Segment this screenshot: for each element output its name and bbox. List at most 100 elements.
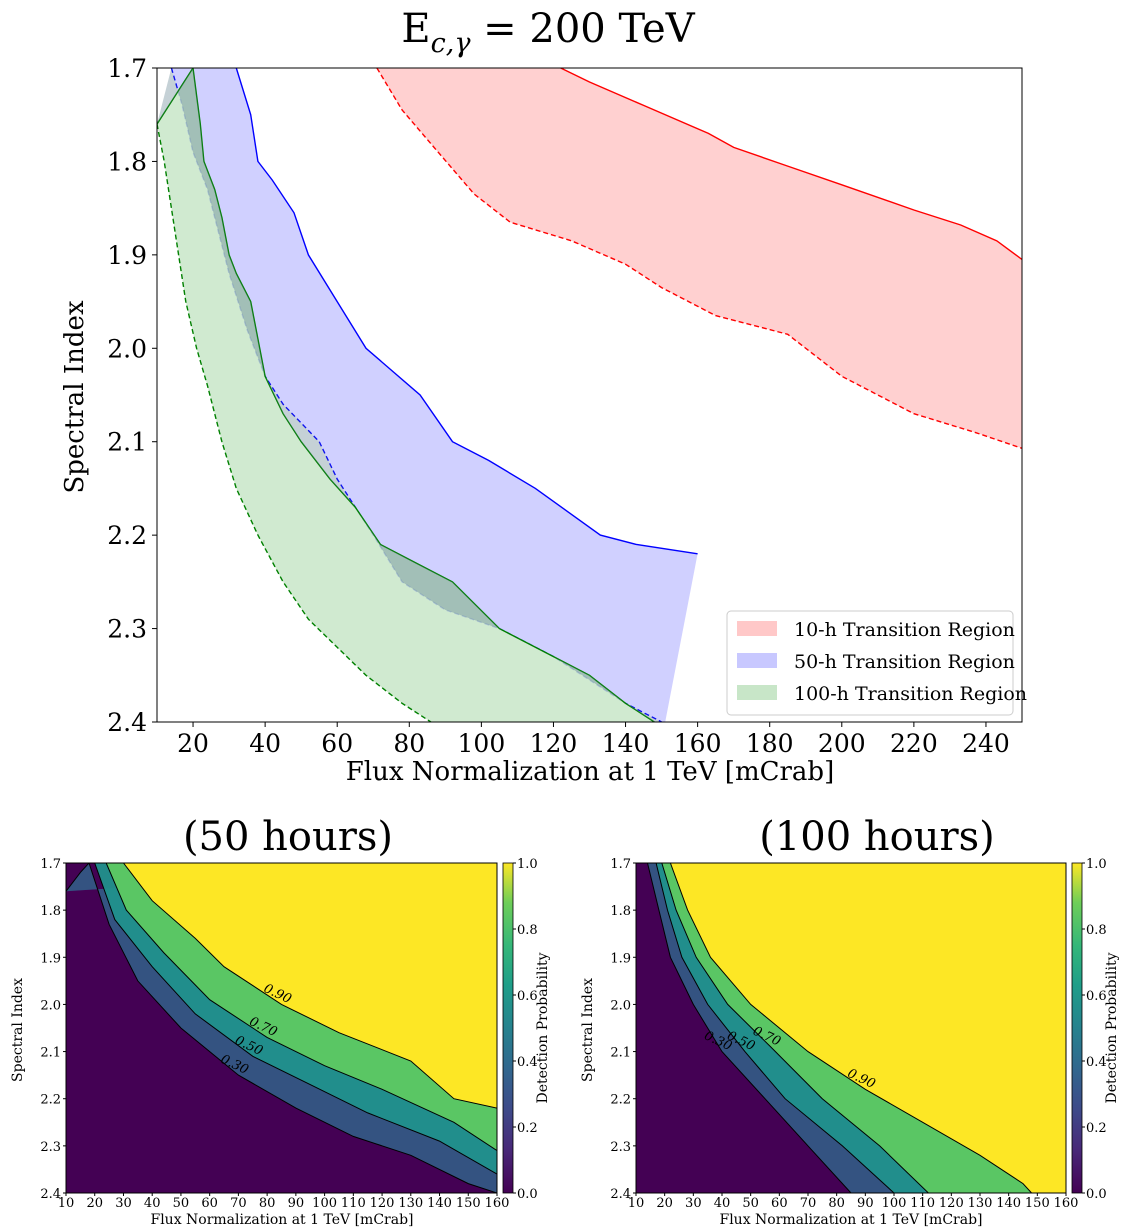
main-x-tick-label: 200 [818, 729, 866, 758]
heat-x-tick-label: 50 [173, 1196, 190, 1211]
contour-line-0.30 [66, 863, 497, 1193]
main-x-tick-label: 240 [962, 729, 1010, 758]
heat-x-tick-label: 40 [714, 1196, 731, 1211]
heat-x-tick-label: 60 [771, 1196, 788, 1211]
main-x-tick-label: 20 [177, 729, 209, 758]
heat-y-tick-label: 2.4 [40, 1187, 61, 1202]
colorbar-tick-label: 0.2 [517, 1121, 538, 1136]
heat-x-tick-label: 110 [910, 1196, 935, 1211]
heat-y-tick-label: 1.7 [40, 857, 61, 872]
main-plot: 20 40 60 80 100 120 140 160 180 200 220 240 1.7 1.8 1.… [107, 54, 1027, 758]
contour-line-0.90 [123, 863, 497, 1109]
main-x-tick-label: 40 [249, 729, 281, 758]
heat-y-tick-label: 1.8 [610, 904, 631, 919]
main-y-tick-label: 2.2 [107, 521, 147, 550]
heat-y-tick-label: 2.4 [610, 1187, 631, 1202]
heat-x-tick-label: 60 [201, 1196, 218, 1211]
heatmap-50h-x-axis-label: Flux Normalization at 1 TeV [mCrab] [150, 1212, 413, 1228]
heat-x-tick-label: 130 [398, 1196, 423, 1211]
heat-x-tick-label: 10 [628, 1196, 645, 1211]
main-x-tick-label: 140 [602, 729, 650, 758]
main-y-tick-label: 1.8 [107, 147, 147, 176]
colorbar-tick-label: 0.4 [517, 1055, 538, 1070]
heatmap-50h: 0.300.500.700.90 10 20 30 40 50 60 70 80 90 100 110… [40, 857, 537, 1211]
legend-entry-2: 50-h Transition Region [794, 651, 1015, 673]
colorbar-tick-label: 0.2 [1086, 1121, 1107, 1136]
heat-y-tick-label: 2.0 [610, 998, 631, 1013]
heatmap-100h-y-axis-label: Spectral Index [580, 978, 596, 1082]
colorbar-tick-label: 1.0 [517, 857, 538, 872]
heat-x-tick-label: 150 [456, 1196, 481, 1211]
heatmap-50h-title: (50 hours) [183, 814, 393, 860]
title-subscript: c,γ [431, 28, 472, 59]
legend-frame [726, 610, 1014, 716]
colorbar-tick-label: 1.0 [1086, 857, 1107, 872]
heat-x-tick-label: 80 [259, 1196, 276, 1211]
heat-x-tick-label: 30 [115, 1196, 132, 1211]
main-chart-title: Ec,γ = 200 TeV [401, 6, 695, 59]
heatmap-field: 0.300.500.700.90 [66, 863, 497, 1193]
main-x-tick-label: 220 [890, 729, 938, 758]
main-plot-frame [156, 67, 1023, 723]
heat-x-tick-label: 90 [857, 1196, 874, 1211]
region-fill-3 [157, 68, 655, 722]
title-rest: = 200 TeV [470, 6, 695, 52]
heat-x-tick-label: 130 [968, 1196, 993, 1211]
colorbar-tick-label: 0.0 [517, 1187, 538, 1202]
heat-band-5 [123, 863, 497, 1193]
heat-x-tick-label: 100 [882, 1196, 907, 1211]
colorbar-gradient [1071, 862, 1083, 1194]
main-y-tick-label: 2.0 [107, 334, 147, 363]
contour-line-0.50 [94, 863, 497, 1175]
colorbar-tick-label: 0.8 [1086, 923, 1107, 938]
heat-x-tick-label: 20 [656, 1196, 673, 1211]
heat-x-tick-label: 10 [58, 1196, 75, 1211]
heat-y-tick-label: 2.1 [40, 1046, 61, 1061]
main-x-axis-label: Flux Normalization at 1 TeV [mCrab] [346, 757, 834, 787]
region-lower-line-3 [157, 123, 432, 722]
heatmap-100h: 0.300.500.700.90 10 20 30 40 50 60 70 80 90 100 110… [610, 857, 1106, 1211]
heat-x-tick-label: 30 [685, 1196, 702, 1211]
heat-y-tick-label: 2.3 [610, 1140, 631, 1155]
heatmap-100h-colorbar-label: Detection Probability [1104, 952, 1120, 1103]
heat-band-5 [670, 863, 1066, 1193]
colorbar: 0.0 0.2 0.4 0.6 0.8 1.0 [1071, 857, 1107, 1202]
colorbar-tick-label: 0.6 [517, 989, 538, 1004]
colorbar-tick-label: 0.4 [1086, 1055, 1107, 1070]
heatmap-frame [65, 862, 498, 1194]
title-main: E [401, 6, 430, 52]
heatmap-field: 0.300.500.700.90 [636, 863, 1066, 1193]
heat-y-tick-label: 2.2 [40, 1093, 61, 1108]
main-x-tick-label: 100 [458, 729, 506, 758]
contour-line-0.90 [669, 863, 1032, 1193]
heatmap-50h-y-axis-label: Spectral Index [10, 978, 26, 1082]
heat-y-tick-label: 2.2 [610, 1093, 631, 1108]
heat-x-tick-label: 120 [370, 1196, 395, 1211]
main-y-tick-label: 2.1 [107, 428, 147, 457]
heat-y-tick-label: 2.1 [610, 1046, 631, 1061]
main-x-tick-label: 60 [321, 729, 353, 758]
heat-x-tick-label: 140 [427, 1196, 452, 1211]
region-fill-2 [171, 68, 698, 722]
heat-y-tick-label: 1.9 [40, 951, 61, 966]
heat-x-tick-label: 70 [230, 1196, 247, 1211]
heat-x-tick-label: 150 [1025, 1196, 1050, 1211]
main-y-tick-label: 2.4 [107, 708, 147, 737]
heat-x-tick-label: 20 [86, 1196, 103, 1211]
heat-y-tick-label: 2.0 [40, 998, 61, 1013]
region-fill-1 [376, 68, 1022, 449]
region-upper-line-2 [235, 68, 698, 555]
region-lower-line-1 [376, 68, 1022, 449]
heat-x-tick-label: 50 [742, 1196, 759, 1211]
heat-x-tick-label: 90 [288, 1196, 305, 1211]
heat-x-tick-label: 160 [1054, 1196, 1079, 1211]
heat-x-tick-label: 100 [312, 1196, 337, 1211]
colorbar: 0.0 0.2 0.4 0.6 0.8 1.0 [502, 857, 538, 1202]
colorbar-tick-label: 0.6 [1086, 989, 1107, 1004]
heat-x-tick-label: 40 [144, 1196, 161, 1211]
heat-x-tick-label: 120 [939, 1196, 964, 1211]
heat-x-tick-label: 110 [341, 1196, 366, 1211]
heat-y-tick-label: 1.9 [610, 951, 631, 966]
contour-line-0.30 [647, 863, 852, 1193]
